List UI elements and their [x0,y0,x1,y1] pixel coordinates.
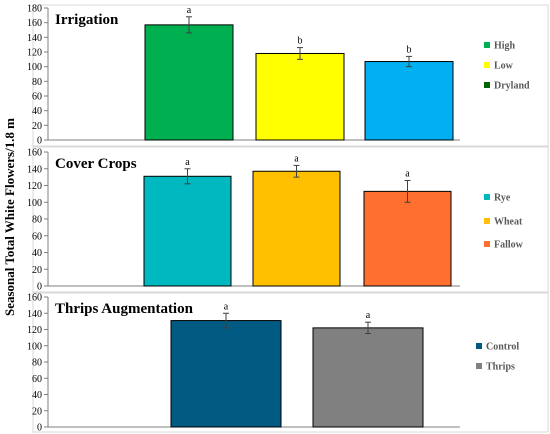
bar [144,24,234,141]
legend-label: Rye [494,193,511,204]
y-tick-label: 160 [27,18,42,29]
panel-title: Thrips Augmentation [55,301,194,317]
y-tick-label: 100 [27,198,42,209]
y-tick-label: 120 [27,325,42,336]
significance-letter: b [298,36,303,47]
y-tick-label: 40 [32,248,42,259]
y-tick-label: 140 [27,309,42,320]
legend-label: Dryland [494,81,530,92]
bar [170,320,282,428]
y-tick-label: 100 [27,62,42,73]
y-tick-label: 60 [32,231,42,242]
y-tick-label: 20 [32,406,42,417]
y-tick-label: 120 [27,181,42,192]
y-tick-label: 80 [32,215,42,226]
panel-3: 0 20 40 60 80 100 120 140 160 Thrips Augmentation… [27,292,549,434]
bar [312,327,424,428]
legend-swatch [484,194,490,200]
significance-letter: a [224,301,229,312]
legend-swatch [484,42,490,48]
bar [363,190,452,287]
y-tick-label: 140 [27,33,42,44]
significance-letter: a [366,310,371,321]
legend-label: Fallow [494,240,524,251]
y-tick-label: 20 [32,265,42,276]
bar [143,175,232,287]
legend-label: Thrips [486,362,515,373]
legend-swatch [484,82,490,88]
y-tick-label: 160 [27,293,42,304]
legend-label: Control [486,342,519,353]
bar [364,61,454,141]
panel-frame [32,146,549,293]
legend-label: High [494,41,516,52]
panel-1: 0 20 40 60 80 100 120 140 160 180 Irrigation a b b Hig… [27,4,549,147]
y-tick-label: 20 [32,121,42,132]
panel-2: 0 20 40 60 80 100 120 140 160 Cover Crops a a a Rye Wh… [27,146,549,293]
significance-letter: a [405,168,410,179]
significance-letter: a [185,157,190,168]
panel-frame [32,292,549,433]
y-axis-label: Seasonal Total White Flowers/1.8 m [2,118,17,316]
y-tick-label: 160 [27,148,42,159]
legend-swatch [476,363,482,369]
y-tick-label: 40 [32,106,42,117]
legend-label: Low [494,61,514,72]
y-tick-label: 120 [27,48,42,59]
y-tick-label: 0 [37,136,42,147]
legend-swatch [484,241,490,247]
y-tick-label: 100 [27,341,42,352]
y-tick-label: 0 [37,423,42,434]
y-tick-label: 0 [37,282,42,293]
legend-swatch [484,218,490,224]
y-tick-label: 60 [32,92,42,103]
significance-letter: b [407,44,412,55]
significance-letter: a [294,153,299,164]
y-tick-label: 60 [32,374,42,385]
significance-letter: a [187,5,192,16]
bar [252,170,341,287]
y-tick-label: 80 [32,77,42,88]
panel-title: Cover Crops [55,156,137,172]
y-tick-label: 80 [32,358,42,369]
legend-swatch [476,343,482,349]
panels: 0 20 40 60 80 100 120 140 160 180 Irrigation a b b Hig… [27,4,549,434]
legend-swatch [484,62,490,68]
y-tick-label: 140 [27,164,42,175]
panel-frame [32,4,549,147]
y-tick-label: 180 [27,4,42,15]
y-tick-label: 40 [32,390,42,401]
bar [255,52,345,141]
panel-title: Irrigation [55,12,119,28]
legend-label: Wheat [494,217,523,228]
